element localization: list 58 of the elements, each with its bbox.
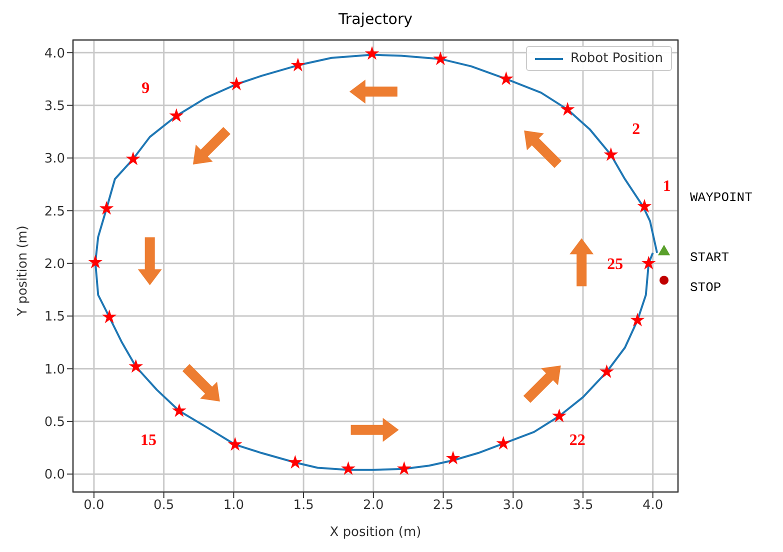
annotation: 1 [662,178,671,195]
point [433,51,448,66]
point [641,256,656,270]
y-tick-label: 3.0 [44,152,65,167]
point [126,152,140,166]
annotation: 2 [632,121,640,138]
x-tick-label: 3.5 [572,498,594,514]
point [88,254,103,268]
point [446,450,460,464]
point [560,102,575,116]
y-tick-label: 2.5 [44,204,65,220]
y-tick-label: 1.0 [44,362,65,378]
y-tick-label: 4.0 [44,46,65,62]
point [364,46,380,60]
x-tick-label: 3.0 [502,498,524,514]
text: START [690,250,730,265]
point [99,201,114,215]
point [496,436,511,450]
point [169,108,184,122]
y-tick-label: 2.0 [44,256,65,272]
chart-title: Trajectory [337,10,414,28]
annotation: 22 [569,432,586,449]
point [128,359,144,373]
x-tick-label: 1.5 [293,498,314,514]
point [228,437,242,451]
point [229,76,244,90]
point [552,408,566,422]
point [498,71,514,86]
point [630,312,645,326]
point [396,461,412,475]
x-tick-label: 2.0 [363,498,384,514]
annotation: 9 [142,80,150,97]
x-tick-label: 2.5 [432,498,454,514]
y-axis-title: Y position (m) [16,225,31,317]
point [660,276,669,285]
point [637,198,652,213]
text: STOP [690,280,722,295]
point [172,403,186,417]
x-tick-label: 4.0 [642,498,664,514]
x-tick-label: 0.5 [153,498,174,514]
x-axis-title: X position (m) [330,525,422,540]
y-tick-label: 0.5 [44,415,65,430]
y-tick-label: 1.5 [44,310,65,325]
text: WAYPOINT [690,190,752,205]
y-tick-label: 3.5 [44,98,65,114]
y-tick-label: 0.0 [44,468,65,483]
x-tick-label: 0.0 [84,498,104,514]
point [341,461,356,475]
point [600,364,614,378]
point [658,244,670,256]
point [102,310,117,324]
x-tick-label: 1.0 [223,498,244,514]
point [604,147,618,161]
point [290,58,306,72]
annotation: 15 [140,432,156,449]
legend-label: Robot Position [570,51,663,66]
annotation: 25 [607,256,624,273]
point [288,454,302,469]
